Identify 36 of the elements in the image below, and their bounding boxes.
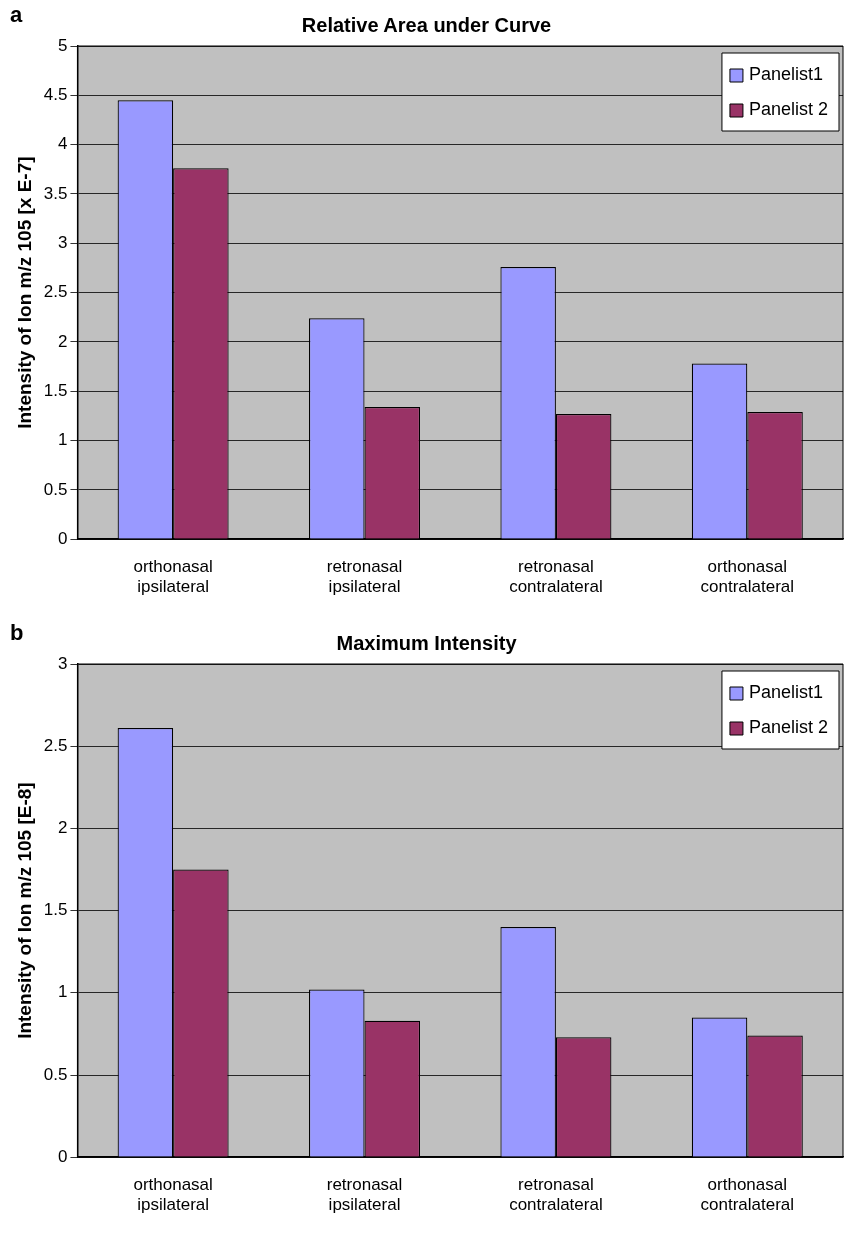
y-axis-title: Intensity of Ion m/z 105 [E-8] [13, 782, 35, 1039]
x-tick-label: retronasal ipsilateral [326, 557, 403, 597]
chart-title: Maximum Intensity [336, 631, 518, 654]
y-tick-label: 3 [57, 653, 68, 673]
legend-label: Panelist 2 [748, 98, 829, 119]
y-tick-label: 4 [57, 134, 68, 154]
x-tick-label: orthonasal contralateral [700, 557, 795, 597]
y-tick-label: 2.5 [43, 282, 68, 302]
y-tick-label: 1 [57, 982, 68, 1002]
x-tick-label: orthonasal ipsilateral [133, 557, 213, 597]
y-tick-label: 0.5 [43, 1064, 68, 1084]
legend-label: Panelist 2 [748, 716, 829, 737]
text: a [10, 2, 23, 28]
y-axis-title: Intensity of Ion m/z 105 [x E-7] [13, 156, 35, 429]
y-tick-label: 4.5 [43, 85, 68, 105]
text: b [10, 620, 24, 646]
x-tick-label: orthonasal contralateral [700, 1175, 795, 1215]
y-tick-label: 1.5 [43, 380, 68, 400]
y-tick-label: 0.5 [43, 479, 68, 499]
y-tick-label: 3.5 [43, 183, 68, 203]
y-tick-label: 3 [57, 232, 68, 252]
y-tick-label: 2 [57, 818, 68, 838]
chart-title: Relative Area under Curve [301, 13, 552, 36]
y-tick-label: 1 [57, 430, 68, 450]
x-tick-label: retronasal ipsilateral [326, 1175, 403, 1215]
y-tick-label: 2.5 [43, 735, 68, 755]
y-tick-label: 5 [57, 35, 68, 55]
x-tick-label: retronasal contralateral [509, 1175, 603, 1215]
x-tick-label: retronasal contralateral [509, 557, 603, 597]
y-tick-label: 0 [57, 528, 68, 548]
y-tick-label: 2 [57, 331, 68, 351]
y-tick-label: 0 [57, 1146, 68, 1166]
legend-label: Panelist1 [748, 681, 824, 702]
y-tick-label: 1.5 [43, 900, 68, 920]
x-tick-label: orthonasal ipsilateral [133, 1175, 213, 1215]
legend-label: Panelist1 [748, 63, 824, 84]
